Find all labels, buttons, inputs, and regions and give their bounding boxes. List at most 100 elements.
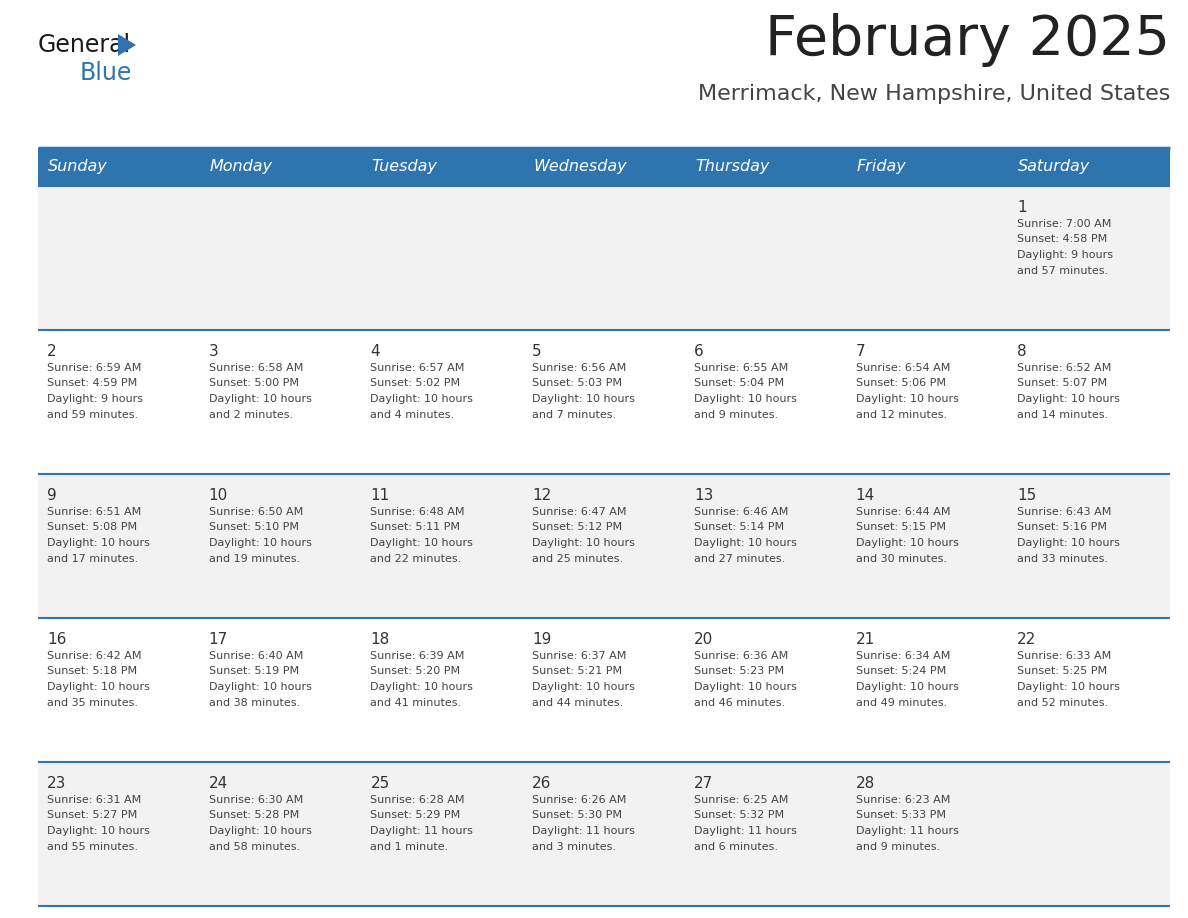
Text: Sunrise: 6:28 AM: Sunrise: 6:28 AM — [371, 795, 465, 805]
Text: 21: 21 — [855, 632, 874, 647]
Text: Sunset: 5:27 PM: Sunset: 5:27 PM — [48, 811, 138, 821]
Text: Sunrise: 6:57 AM: Sunrise: 6:57 AM — [371, 363, 465, 373]
Text: and 6 minutes.: and 6 minutes. — [694, 842, 778, 852]
Text: Daylight: 10 hours: Daylight: 10 hours — [371, 394, 473, 404]
Text: Sunset: 5:28 PM: Sunset: 5:28 PM — [209, 811, 299, 821]
Text: Sunset: 5:03 PM: Sunset: 5:03 PM — [532, 378, 623, 388]
Text: and 41 minutes.: and 41 minutes. — [371, 698, 462, 708]
Text: 28: 28 — [855, 776, 874, 791]
Text: Daylight: 10 hours: Daylight: 10 hours — [532, 394, 636, 404]
Text: and 9 minutes.: and 9 minutes. — [694, 409, 778, 420]
Bar — [38, 186, 1170, 330]
Text: 22: 22 — [1017, 632, 1037, 647]
Text: Sunrise: 6:37 AM: Sunrise: 6:37 AM — [532, 651, 626, 661]
Text: and 17 minutes.: and 17 minutes. — [48, 554, 138, 564]
Text: Sunrise: 6:43 AM: Sunrise: 6:43 AM — [1017, 507, 1112, 517]
Text: and 57 minutes.: and 57 minutes. — [1017, 265, 1108, 275]
Text: and 3 minutes.: and 3 minutes. — [532, 842, 617, 852]
Text: Daylight: 10 hours: Daylight: 10 hours — [855, 538, 959, 548]
Text: 6: 6 — [694, 344, 703, 359]
Text: Sunrise: 6:58 AM: Sunrise: 6:58 AM — [209, 363, 303, 373]
Text: Daylight: 10 hours: Daylight: 10 hours — [532, 538, 636, 548]
Text: and 27 minutes.: and 27 minutes. — [694, 554, 785, 564]
Bar — [38, 618, 1170, 762]
Text: and 52 minutes.: and 52 minutes. — [1017, 698, 1108, 708]
Text: and 30 minutes.: and 30 minutes. — [855, 554, 947, 564]
Text: Sunrise: 6:55 AM: Sunrise: 6:55 AM — [694, 363, 788, 373]
Text: Sunrise: 6:59 AM: Sunrise: 6:59 AM — [48, 363, 141, 373]
Polygon shape — [118, 34, 135, 56]
Text: Sunrise: 6:33 AM: Sunrise: 6:33 AM — [1017, 651, 1112, 661]
Text: Friday: Friday — [857, 160, 906, 174]
Text: Sunset: 5:00 PM: Sunset: 5:00 PM — [209, 378, 298, 388]
Text: 5: 5 — [532, 344, 542, 359]
Text: Sunset: 5:16 PM: Sunset: 5:16 PM — [1017, 522, 1107, 532]
Bar — [38, 474, 1170, 618]
Text: and 14 minutes.: and 14 minutes. — [1017, 409, 1108, 420]
Text: 12: 12 — [532, 488, 551, 503]
Text: Daylight: 10 hours: Daylight: 10 hours — [532, 682, 636, 692]
Text: Daylight: 9 hours: Daylight: 9 hours — [48, 394, 143, 404]
Text: Daylight: 10 hours: Daylight: 10 hours — [209, 538, 311, 548]
Text: Daylight: 10 hours: Daylight: 10 hours — [209, 682, 311, 692]
Text: and 4 minutes.: and 4 minutes. — [371, 409, 455, 420]
Text: Sunset: 5:07 PM: Sunset: 5:07 PM — [1017, 378, 1107, 388]
Text: 17: 17 — [209, 632, 228, 647]
Text: Sunrise: 6:23 AM: Sunrise: 6:23 AM — [855, 795, 950, 805]
Text: 4: 4 — [371, 344, 380, 359]
Text: Tuesday: Tuesday — [372, 160, 437, 174]
Text: 26: 26 — [532, 776, 551, 791]
Text: Daylight: 11 hours: Daylight: 11 hours — [855, 826, 959, 836]
Text: Sunset: 5:29 PM: Sunset: 5:29 PM — [371, 811, 461, 821]
Text: Daylight: 11 hours: Daylight: 11 hours — [532, 826, 636, 836]
Text: Daylight: 10 hours: Daylight: 10 hours — [694, 538, 797, 548]
Text: Sunrise: 6:51 AM: Sunrise: 6:51 AM — [48, 507, 141, 517]
Text: Daylight: 10 hours: Daylight: 10 hours — [371, 538, 473, 548]
Text: Sunset: 5:12 PM: Sunset: 5:12 PM — [532, 522, 623, 532]
Text: Sunrise: 6:26 AM: Sunrise: 6:26 AM — [532, 795, 626, 805]
Text: Thursday: Thursday — [695, 160, 770, 174]
Text: 2: 2 — [48, 344, 57, 359]
Text: and 19 minutes.: and 19 minutes. — [209, 554, 299, 564]
Text: Sunset: 5:24 PM: Sunset: 5:24 PM — [855, 666, 946, 677]
Text: and 33 minutes.: and 33 minutes. — [1017, 554, 1108, 564]
Text: 3: 3 — [209, 344, 219, 359]
Text: Blue: Blue — [80, 61, 132, 85]
Text: Daylight: 10 hours: Daylight: 10 hours — [1017, 682, 1120, 692]
Text: Sunset: 5:11 PM: Sunset: 5:11 PM — [371, 522, 461, 532]
Text: and 1 minute.: and 1 minute. — [371, 842, 449, 852]
Text: Sunset: 5:30 PM: Sunset: 5:30 PM — [532, 811, 623, 821]
Text: Sunrise: 6:39 AM: Sunrise: 6:39 AM — [371, 651, 465, 661]
Text: Sunrise: 6:50 AM: Sunrise: 6:50 AM — [209, 507, 303, 517]
Text: and 49 minutes.: and 49 minutes. — [855, 698, 947, 708]
Text: Sunrise: 6:30 AM: Sunrise: 6:30 AM — [209, 795, 303, 805]
Text: 1: 1 — [1017, 200, 1026, 215]
Text: 9: 9 — [48, 488, 57, 503]
Text: Wednesday: Wednesday — [533, 160, 627, 174]
Text: Sunset: 5:20 PM: Sunset: 5:20 PM — [371, 666, 461, 677]
Text: Daylight: 10 hours: Daylight: 10 hours — [855, 682, 959, 692]
Text: Sunset: 4:58 PM: Sunset: 4:58 PM — [1017, 234, 1107, 244]
Text: Daylight: 10 hours: Daylight: 10 hours — [694, 682, 797, 692]
Text: 25: 25 — [371, 776, 390, 791]
Text: 18: 18 — [371, 632, 390, 647]
Text: 8: 8 — [1017, 344, 1026, 359]
Text: Daylight: 10 hours: Daylight: 10 hours — [209, 826, 311, 836]
Text: Sunset: 5:23 PM: Sunset: 5:23 PM — [694, 666, 784, 677]
Text: Merrimack, New Hampshire, United States: Merrimack, New Hampshire, United States — [697, 84, 1170, 104]
Text: Sunset: 5:10 PM: Sunset: 5:10 PM — [209, 522, 298, 532]
Text: Sunset: 5:02 PM: Sunset: 5:02 PM — [371, 378, 461, 388]
Text: Daylight: 10 hours: Daylight: 10 hours — [48, 682, 150, 692]
Text: 23: 23 — [48, 776, 67, 791]
Text: and 38 minutes.: and 38 minutes. — [209, 698, 299, 708]
Text: 19: 19 — [532, 632, 551, 647]
Text: Sunrise: 6:54 AM: Sunrise: 6:54 AM — [855, 363, 950, 373]
Text: Daylight: 10 hours: Daylight: 10 hours — [371, 682, 473, 692]
Text: 10: 10 — [209, 488, 228, 503]
Text: Sunrise: 6:40 AM: Sunrise: 6:40 AM — [209, 651, 303, 661]
Text: 11: 11 — [371, 488, 390, 503]
Text: 16: 16 — [48, 632, 67, 647]
Text: Sunrise: 6:31 AM: Sunrise: 6:31 AM — [48, 795, 141, 805]
Text: Sunset: 5:33 PM: Sunset: 5:33 PM — [855, 811, 946, 821]
Text: Sunrise: 7:00 AM: Sunrise: 7:00 AM — [1017, 219, 1112, 229]
